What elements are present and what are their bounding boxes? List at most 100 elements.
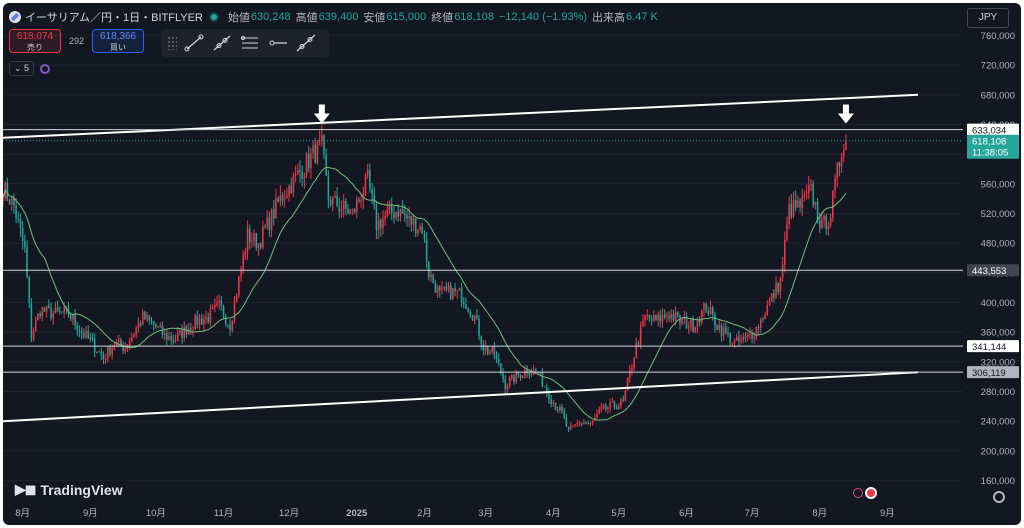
candle-body [408,216,410,219]
candle-body [176,333,179,342]
gear-icon[interactable] [993,491,1005,503]
candle [386,201,389,218]
horizontal-ray-icon[interactable] [267,33,289,53]
candle-body [382,219,384,228]
candle-body [401,208,404,214]
buy-button[interactable]: 618,366 買い [92,29,145,53]
candle [318,130,321,146]
candle-body [545,386,548,393]
candle-body [690,318,692,327]
ray-icon[interactable] [211,33,233,53]
price-label: 341,144 [967,340,1019,353]
candle-body [48,305,50,308]
candle-body [727,332,729,334]
market-status-icon[interactable] [210,14,217,20]
candle [294,165,297,183]
candle [321,124,323,147]
candle [646,309,648,320]
candle [438,284,441,298]
candle [196,310,199,329]
candle-body [620,399,622,406]
candle [790,194,793,220]
candle [530,368,533,378]
candle [307,146,310,173]
candle-body [104,358,107,360]
candle [124,342,127,355]
candle-body [133,334,135,337]
candle-body [61,311,63,313]
candle [655,314,657,321]
candle [845,134,847,151]
currency-button[interactable]: JPY [967,8,1009,28]
candle-body [390,204,393,213]
candle-body [334,195,336,198]
sell-button[interactable]: 618,074 売り [9,29,61,53]
candle [657,311,659,327]
live-marker-icon[interactable] [865,487,877,499]
candle [61,311,63,314]
candle [423,230,426,243]
candle [366,163,369,180]
candle [738,330,740,348]
candle [434,279,437,294]
trend-line-icon[interactable] [183,33,205,53]
candle [17,211,20,223]
candle [327,170,330,209]
candle [552,400,555,407]
extended-line-icon[interactable] [295,33,317,53]
candle [469,309,472,319]
candle-body [410,216,413,225]
candle [133,333,135,338]
indicator-toggle[interactable]: ⌄ 5 [9,61,35,76]
candle [406,210,408,227]
candle-body [3,197,4,202]
price-chart[interactable]: 160,000 200,000 240,000 280,000 320,000 360,0… [3,3,1021,525]
candle [720,322,723,342]
candle-body [423,233,426,240]
candle-body [380,220,382,228]
chart-area[interactable]: 160,000 200,000 240,000 280,000 320,000 360,0… [3,3,1021,525]
candle [792,191,795,219]
candle-body [742,336,745,340]
candle-body [139,323,142,325]
candle-body [838,162,841,167]
candle-body [454,288,456,292]
candle-body [701,309,703,323]
candle [292,172,295,198]
candle-body [233,300,236,321]
drag-handle-icon[interactable] [167,36,177,50]
candle-body [314,145,317,163]
candle-body [600,406,603,410]
candle [677,311,679,318]
x-tick-label: 5月 [611,508,626,519]
candle-body [740,339,742,342]
candle-body [550,399,552,404]
price-label: 633,034 [967,123,1019,137]
candle [257,243,260,256]
candle [648,314,651,322]
candle [663,309,666,320]
candle [388,200,391,215]
candle-body [648,315,651,319]
candle-body [34,320,37,332]
candle-body [107,347,109,359]
candle [179,329,181,336]
candle-body [532,369,535,374]
candle-body [117,339,120,342]
x-tick-label: 7月 [745,508,760,519]
candle [185,324,188,338]
symbol-title[interactable]: イーサリアム／円・1日・BITFLYER [25,12,203,24]
event-marker-icon[interactable] [853,488,863,498]
candle-body [148,315,151,320]
indicator-settings-icon[interactable] [40,63,51,74]
candle-body [818,220,821,228]
candle-body [445,287,448,291]
candle-body [37,313,39,321]
parallel-channel-icon[interactable] [239,33,261,53]
candle-body [604,404,607,410]
candle [157,325,159,329]
y-tick-label: 360,000 [981,328,1015,339]
candle [670,309,672,324]
candle [842,144,845,163]
